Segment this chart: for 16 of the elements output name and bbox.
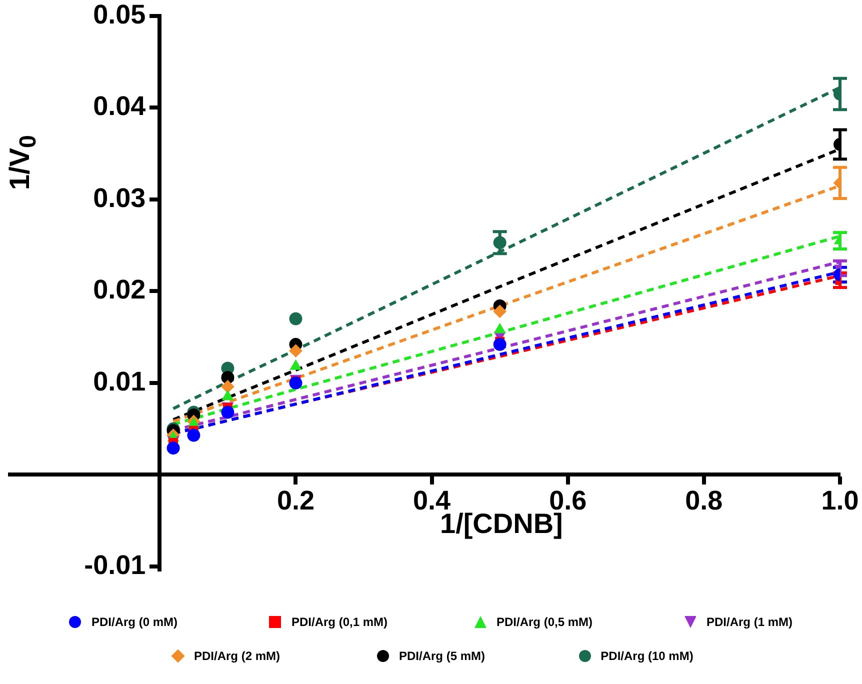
legend-label: PDI/Arg (10 mM) [600, 649, 694, 663]
y-tick-label: 0.04 [93, 91, 146, 122]
legend-label: PDI/Arg (2 mM) [194, 649, 280, 663]
x-tick-label: 0.8 [685, 485, 723, 516]
legend-label: PDI/Arg (0 mM) [91, 615, 178, 629]
legend-label: PDI/Arg (1 mM) [706, 615, 792, 629]
legend-label: PDI/Arg (0,1 mM) [291, 615, 388, 629]
y-tick-label: -0.01 [84, 550, 146, 580]
x-tick-label: 0.2 [276, 485, 315, 516]
legend-label: PDI/Arg (0,5 mM) [496, 615, 592, 629]
y-tick-label: 0.02 [93, 274, 146, 305]
y-tick-label: 0.01 [93, 366, 146, 396]
y-tick-label: 0.05 [93, 0, 146, 30]
x-tick-label: 1.0 [821, 485, 859, 516]
legend-label: PDI/Arg (5 mM) [398, 649, 485, 663]
y-tick-label: 0.03 [93, 182, 146, 213]
